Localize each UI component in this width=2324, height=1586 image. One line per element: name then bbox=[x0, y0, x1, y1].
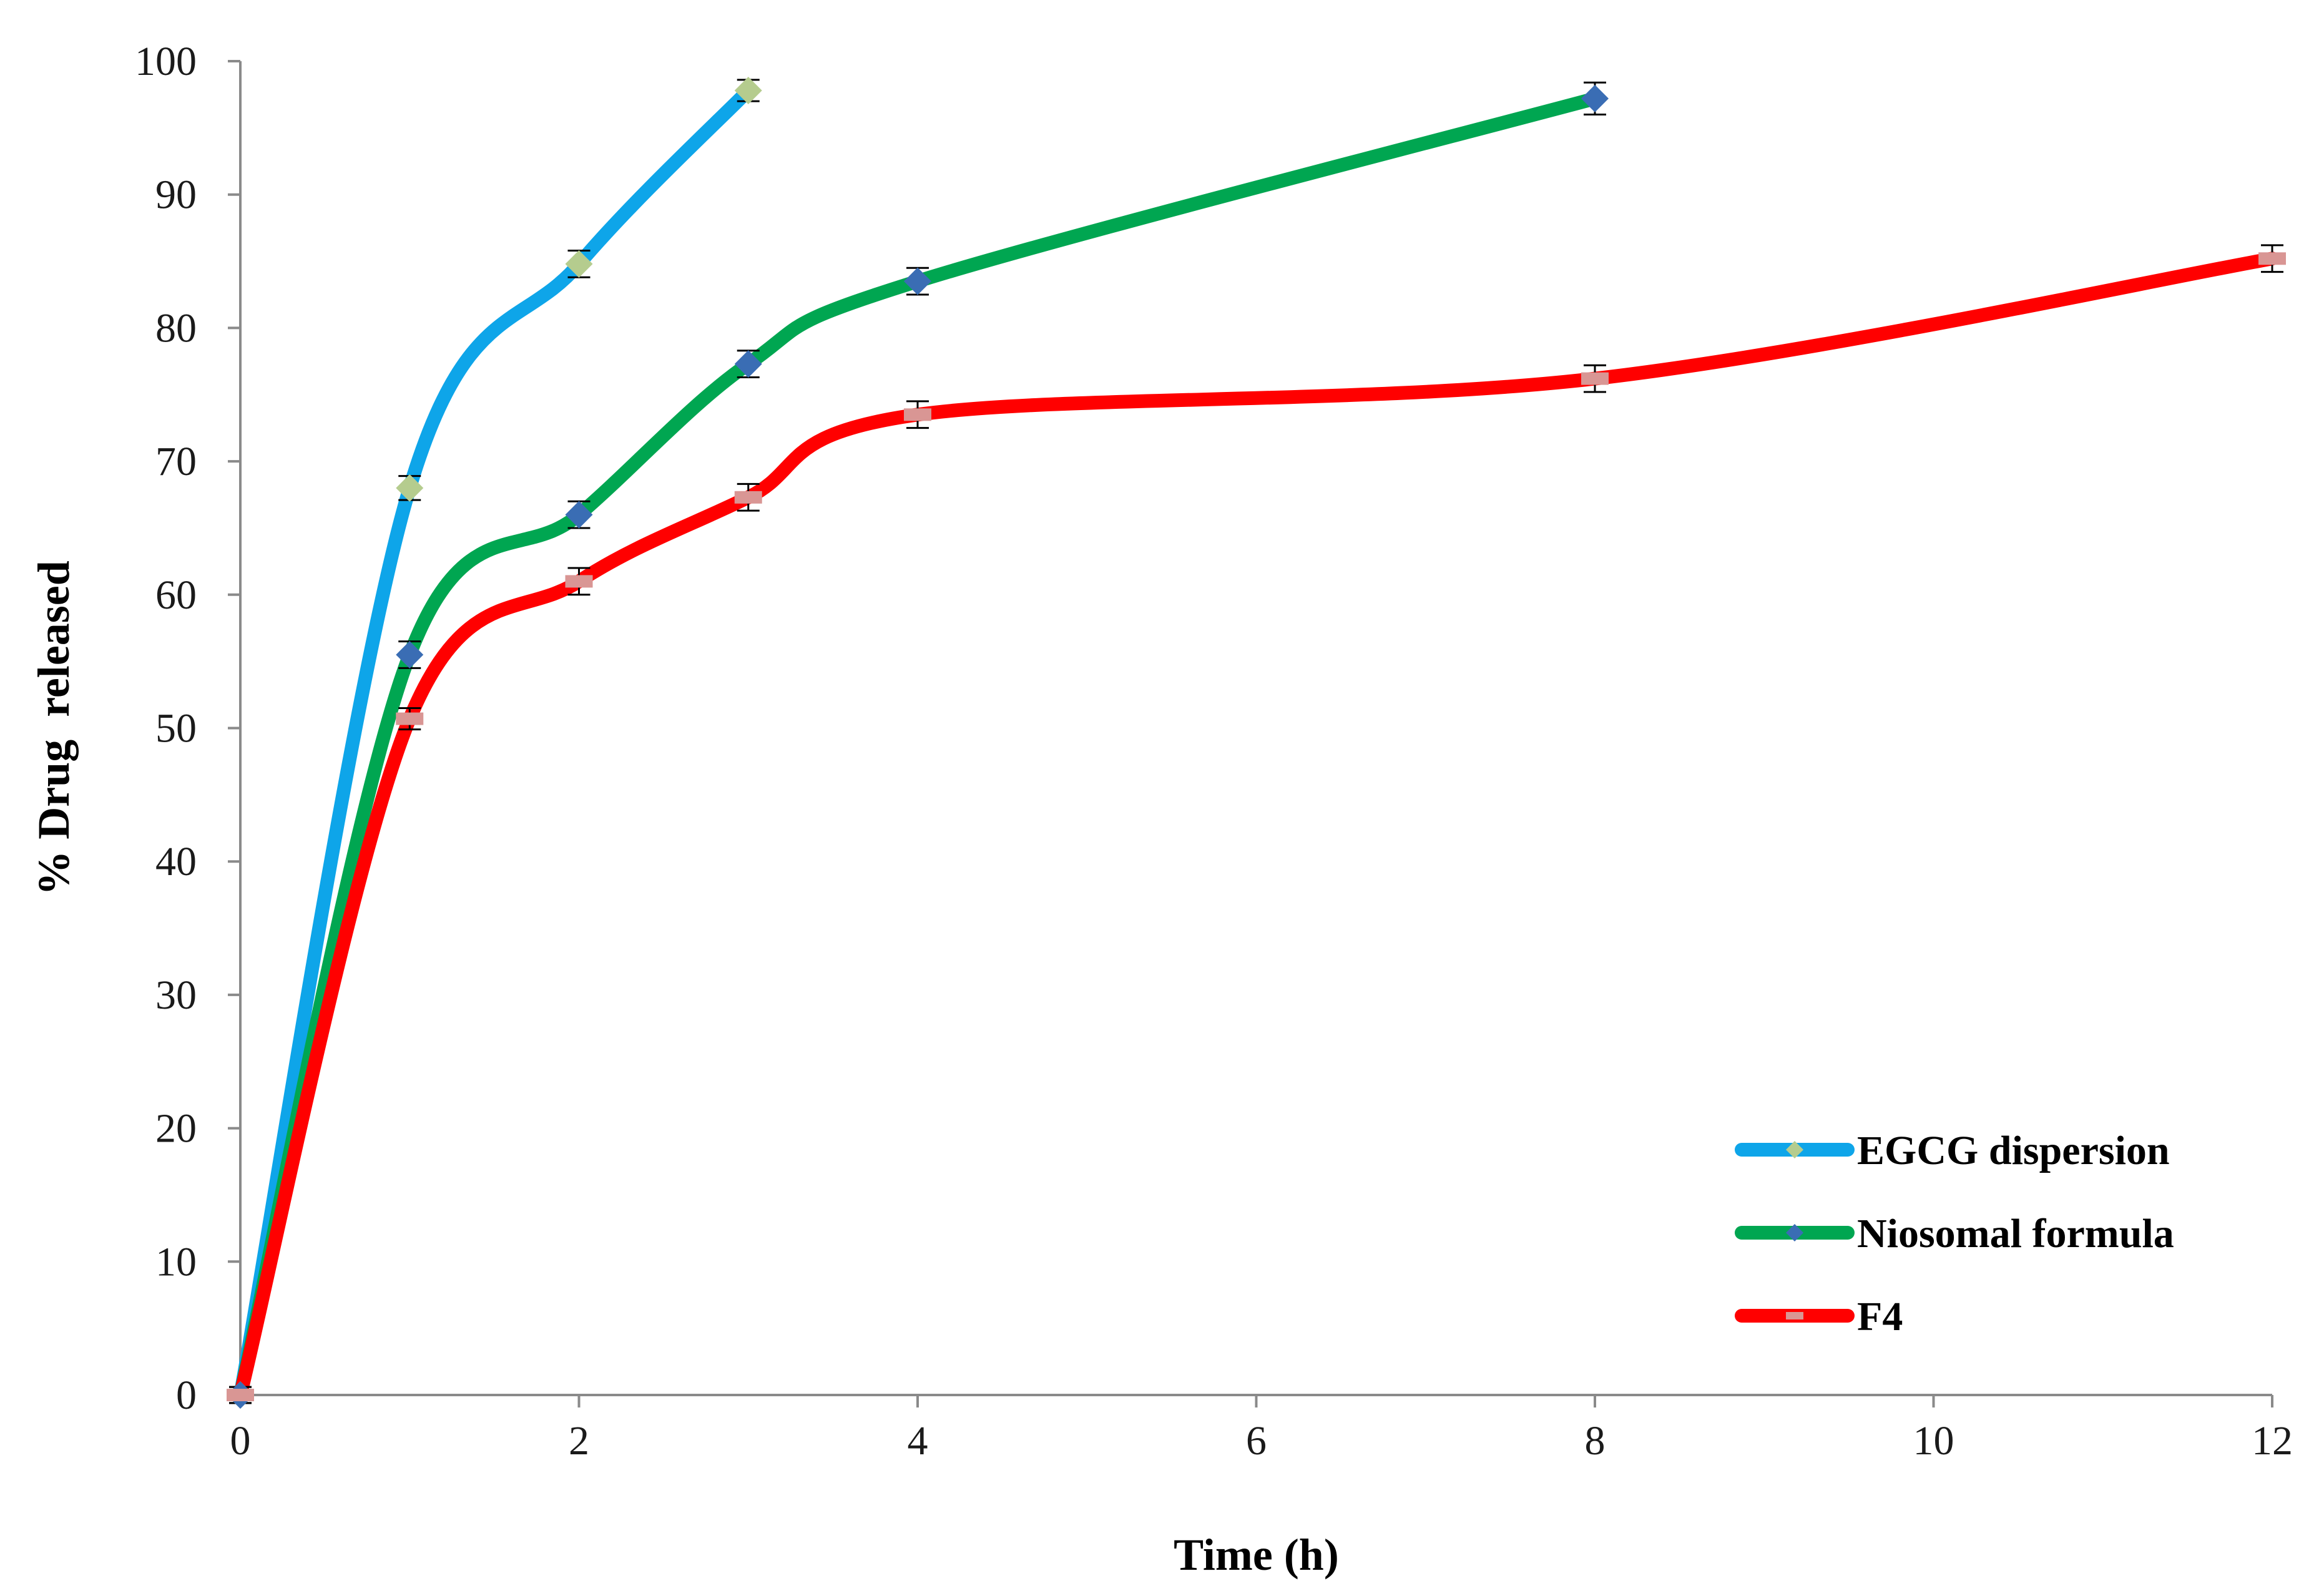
y-tick-label: 0 bbox=[176, 1373, 197, 1418]
legend-item-f4: F4 bbox=[1735, 1294, 1903, 1339]
x-tick-label: 0 bbox=[230, 1418, 251, 1464]
x-tick-label: 2 bbox=[569, 1418, 589, 1464]
data-point-niosomal-formula bbox=[1581, 84, 1609, 112]
legend-label-egcg-dispersion: EGCG dispersion bbox=[1857, 1128, 2170, 1173]
y-tick-label: 60 bbox=[155, 572, 197, 618]
x-axis-title: Time (h) bbox=[1174, 1530, 1339, 1580]
series-lines bbox=[233, 84, 2279, 1402]
data-point-niosomal-formula bbox=[904, 267, 931, 295]
legend: EGCG dispersion Niosomal formula F4 bbox=[1735, 1128, 2174, 1339]
data-point-f4 bbox=[565, 575, 593, 588]
legend-label-niosomal-formula: Niosomal formula bbox=[1857, 1211, 2174, 1256]
data-point-niosomal-formula bbox=[565, 501, 593, 529]
data-point-egcg-dispersion bbox=[565, 250, 593, 278]
data-point-f4 bbox=[1581, 372, 1609, 385]
y-axis-title: % Drug released bbox=[29, 560, 79, 896]
axis-ticks: 0 2 4 6 8 10 12 0 10 20 30 40 50 60 70 80 90 100 bbox=[135, 39, 2293, 1464]
data-point-f4 bbox=[227, 1389, 254, 1401]
data-point-f4 bbox=[904, 408, 931, 421]
y-tick-label: 40 bbox=[155, 839, 197, 884]
series-line-f4 bbox=[233, 252, 2279, 1402]
data-point-egcg-dispersion bbox=[396, 474, 424, 502]
x-tick-label: 6 bbox=[1246, 1418, 1267, 1464]
y-tick-label: 80 bbox=[155, 305, 197, 351]
y-tick-label: 50 bbox=[155, 706, 197, 751]
x-tick-label: 8 bbox=[1585, 1418, 1606, 1464]
x-tick-label: 12 bbox=[2252, 1418, 2293, 1464]
y-tick-label: 70 bbox=[155, 439, 197, 484]
data-point-f4 bbox=[734, 491, 762, 504]
error-bars bbox=[229, 79, 2283, 1404]
data-point-f4 bbox=[396, 712, 424, 725]
series-line-egcg-dispersion bbox=[233, 84, 755, 1402]
y-tick-label: 90 bbox=[155, 172, 197, 218]
y-tick-label: 30 bbox=[155, 972, 197, 1018]
y-tick-label: 100 bbox=[135, 39, 197, 84]
legend-label-f4: F4 bbox=[1857, 1294, 1903, 1339]
data-point-f4 bbox=[2258, 252, 2286, 265]
series-line-niosomal-formula bbox=[233, 91, 1602, 1402]
y-tick-label: 20 bbox=[155, 1106, 197, 1152]
legend-marker-egcg-dispersion bbox=[1786, 1141, 1803, 1158]
legend-item-niosomal-formula: Niosomal formula bbox=[1735, 1211, 2174, 1256]
axes bbox=[239, 61, 2272, 1396]
legend-marker-f4 bbox=[1786, 1312, 1803, 1319]
data-point-egcg-dispersion bbox=[734, 77, 762, 105]
x-tick-label: 10 bbox=[1913, 1418, 1954, 1464]
legend-marker-niosomal-formula bbox=[1786, 1224, 1803, 1241]
data-point-niosomal-formula bbox=[396, 640, 424, 668]
x-tick-label: 4 bbox=[908, 1418, 928, 1464]
legend-item-egcg-dispersion: EGCG dispersion bbox=[1735, 1128, 2170, 1173]
data-point-niosomal-formula bbox=[734, 350, 762, 378]
y-tick-label: 10 bbox=[155, 1239, 197, 1285]
data-markers bbox=[227, 77, 2286, 1409]
